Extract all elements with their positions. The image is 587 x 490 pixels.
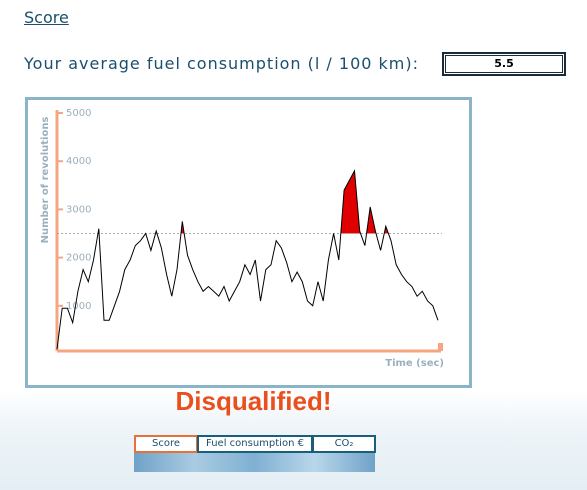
axis-end — [438, 343, 443, 351]
tab[interactable]: CO₂ — [312, 435, 376, 453]
over-threshold-area — [97, 170, 389, 234]
y-axis-label: Number of revolutions — [40, 117, 51, 244]
y-tick-label: 5000 — [66, 108, 91, 119]
fuel-label: Your average fuel consumption (l / 100 k… — [24, 54, 420, 73]
rpm-line — [56, 169, 439, 350]
x-axis-label: Time (sec) — [385, 358, 444, 369]
fuel-value: 5.5 — [442, 52, 566, 76]
tab[interactable]: Fuel consumption € — [197, 435, 313, 453]
score-title: Score — [24, 8, 69, 27]
y-tick-label: 4000 — [66, 156, 91, 167]
status: Disqualified! — [175, 386, 332, 416]
tab-strip — [134, 451, 375, 472]
y-tick-label: 3000 — [66, 204, 91, 215]
y-tick-label: 1000 — [66, 301, 91, 312]
tab[interactable]: Score — [134, 435, 198, 453]
y-tick-label: 2000 — [66, 253, 91, 264]
